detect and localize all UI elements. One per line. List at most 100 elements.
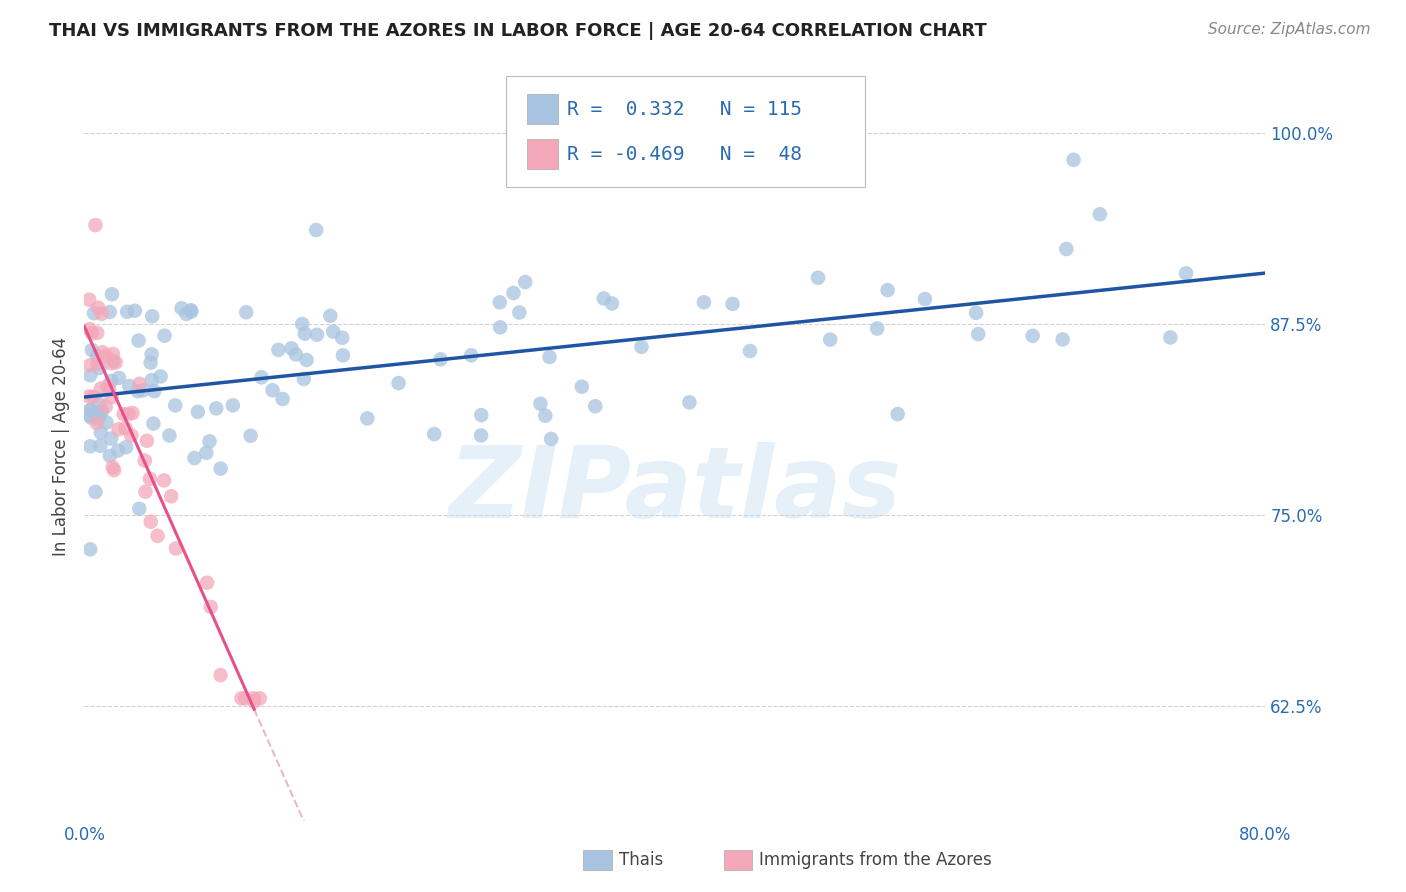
Point (292, 372, 315, 386)
Point (876, 283, 898, 297)
Text: Thais: Thais (619, 851, 662, 869)
Point (231, 691, 253, 706)
Point (108, 371, 131, 385)
Point (721, 297, 744, 311)
Point (100, 374, 122, 388)
Point (249, 691, 271, 706)
Point (107, 422, 129, 436)
Point (470, 428, 492, 442)
Point (79, 368, 101, 383)
Point (101, 460, 124, 475)
Point (678, 395, 700, 409)
Point (807, 270, 830, 285)
Point (127, 384, 149, 399)
Point (294, 326, 316, 341)
Point (120, 428, 142, 442)
Point (139, 515, 162, 529)
Point (80, 326, 103, 341)
Point (170, 301, 193, 316)
Point (165, 399, 187, 413)
Point (89, 397, 111, 411)
Point (508, 305, 530, 319)
Point (86, 416, 108, 430)
Point (141, 373, 163, 387)
Text: ZIPatlas: ZIPatlas (449, 442, 901, 540)
Point (180, 304, 202, 318)
Point (429, 352, 451, 367)
Point (356, 411, 378, 425)
Point (146, 529, 169, 543)
Point (571, 380, 593, 394)
Point (86, 405, 108, 419)
Point (1021, 328, 1043, 343)
Point (153, 474, 176, 488)
Point (94, 349, 117, 363)
Point (967, 327, 990, 342)
Point (502, 285, 524, 300)
Point (176, 307, 198, 321)
Point (529, 397, 551, 411)
Y-axis label: In Labor Force | Age 20-64: In Labor Force | Age 20-64 (52, 336, 70, 556)
Point (195, 575, 218, 590)
Point (262, 384, 284, 398)
Point (79, 542, 101, 557)
Point (103, 354, 125, 368)
Point (139, 356, 162, 370)
Point (79, 322, 101, 336)
Point (101, 347, 124, 361)
Point (83, 306, 105, 320)
Point (239, 429, 262, 443)
Point (600, 296, 623, 310)
Point (79, 359, 101, 373)
Point (86, 348, 108, 362)
Point (488, 295, 510, 310)
Point (205, 401, 228, 416)
Point (271, 392, 294, 406)
Point (98, 305, 121, 319)
Point (423, 427, 446, 442)
Point (98, 449, 121, 463)
Point (242, 691, 264, 706)
Point (387, 376, 409, 390)
Point (89, 409, 111, 423)
Point (121, 406, 143, 420)
Point (291, 317, 314, 331)
Point (107, 443, 129, 458)
Point (115, 305, 138, 319)
Point (250, 370, 273, 384)
Point (79, 403, 101, 417)
Point (139, 472, 162, 486)
Point (77, 293, 100, 307)
Point (1159, 330, 1181, 344)
Point (470, 408, 492, 422)
Point (540, 432, 562, 446)
Point (153, 328, 176, 343)
Point (1088, 207, 1111, 221)
Point (141, 347, 163, 361)
Point (101, 287, 124, 301)
Point (141, 310, 163, 324)
Point (128, 334, 150, 348)
Point (104, 355, 127, 369)
Point (117, 407, 139, 421)
Point (112, 407, 135, 421)
Point (134, 484, 156, 499)
Point (886, 407, 908, 421)
Point (149, 369, 172, 384)
Point (198, 434, 221, 449)
Point (89, 439, 111, 453)
Point (209, 461, 232, 475)
Point (243, 694, 266, 708)
Point (1054, 242, 1077, 256)
Point (165, 541, 187, 556)
Point (115, 440, 138, 454)
Point (1175, 266, 1198, 280)
Point (84, 218, 107, 232)
Point (280, 341, 302, 355)
Text: R = -0.469   N =  48: R = -0.469 N = 48 (567, 145, 801, 163)
Point (322, 325, 344, 339)
Point (460, 348, 482, 362)
Point (738, 344, 761, 359)
Point (489, 320, 512, 334)
Point (319, 309, 342, 323)
